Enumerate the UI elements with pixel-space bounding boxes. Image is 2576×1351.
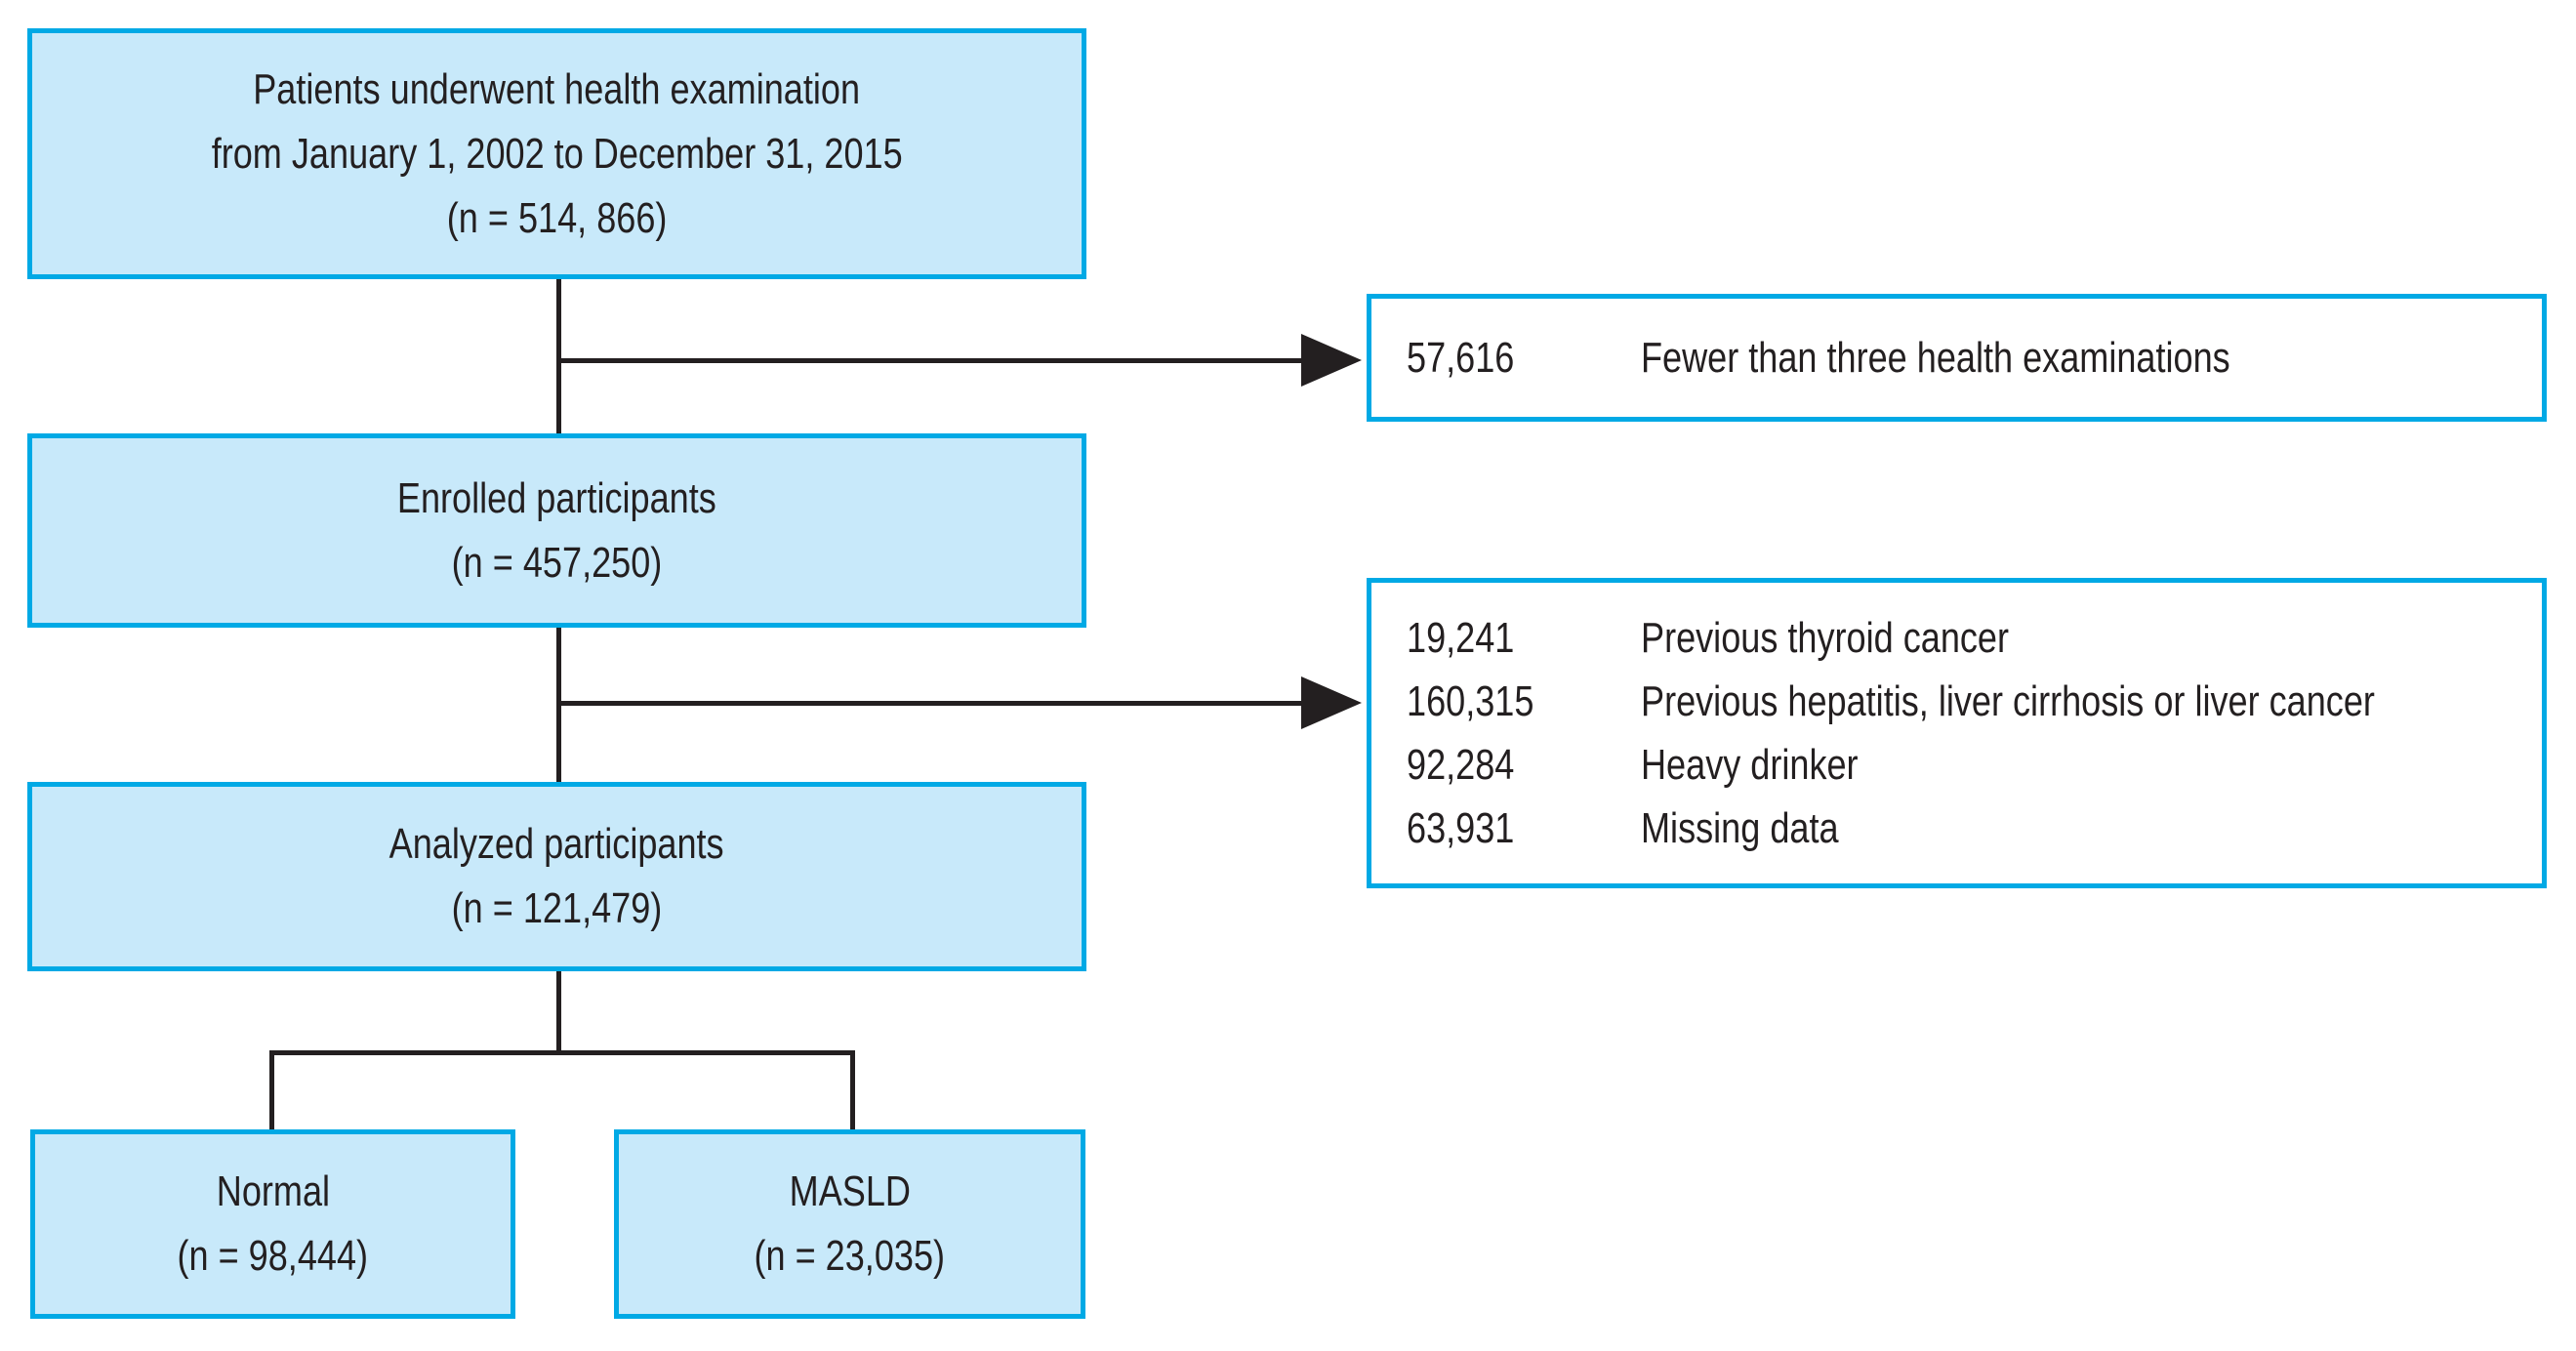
box-enrolled-count: (n = 457,250) xyxy=(451,538,663,587)
exclusion-box-1: 57,616 Fewer than three health examinati… xyxy=(1367,294,2547,422)
exclusion-label: Heavy drinker xyxy=(1641,741,1859,789)
box-normal-line-1: Normal xyxy=(216,1167,330,1215)
exclusion-count: 63,931 xyxy=(1407,804,1515,852)
split-horizontal-line xyxy=(269,1050,855,1055)
arrow-right-icon xyxy=(1301,334,1362,387)
exclusion-count: 19,241 xyxy=(1407,614,1515,662)
connector-patients-to-enrolled xyxy=(556,279,561,433)
box-analyzed-line-1: Analyzed participants xyxy=(389,820,724,868)
exclusion-row: 63,931 Missing data xyxy=(1407,797,2542,860)
exclusion-count: 160,315 xyxy=(1407,677,1534,725)
box-masld-count: (n = 23,035) xyxy=(754,1232,946,1280)
exclusion-row: 160,315 Previous hepatitis, liver cirrho… xyxy=(1407,670,2542,733)
box-masld: MASLD (n = 23,035) xyxy=(614,1129,1085,1319)
box-enrolled: Enrolled participants (n = 457,250) xyxy=(27,433,1086,628)
exclusion-count: 92,284 xyxy=(1407,741,1515,789)
exclusion-row: 57,616 Fewer than three health examinati… xyxy=(1407,326,2542,389)
box-normal-count: (n = 98,444) xyxy=(177,1232,369,1280)
box-patients-line-1: Patients underwent health examination xyxy=(253,64,861,113)
box-patients-line-2: from January 1, 2002 to December 31, 201… xyxy=(211,129,903,178)
box-masld-line-1: MASLD xyxy=(789,1167,911,1215)
box-patients-count: (n = 514, 866) xyxy=(446,193,668,242)
box-analyzed: Analyzed participants (n = 121,479) xyxy=(27,782,1086,971)
exclusion-box-2: 19,241 Previous thyroid cancer 160,315 P… xyxy=(1367,578,2547,888)
box-normal: Normal (n = 98,444) xyxy=(30,1129,515,1319)
box-enrolled-line-1: Enrolled participants xyxy=(397,473,716,522)
box-analyzed-count: (n = 121,479) xyxy=(451,884,663,932)
arrow-right-icon xyxy=(1301,676,1362,729)
exclusion-label: Fewer than three health examinations xyxy=(1641,334,2230,382)
exclusion-label: Missing data xyxy=(1641,804,1839,852)
exclusion-label: Previous hepatitis, liver cirrhosis or l… xyxy=(1641,677,2375,725)
exclusion-count: 57,616 xyxy=(1407,334,1515,382)
arrow-to-exclusion-1-shaft xyxy=(558,358,1301,363)
split-stub-masld xyxy=(850,1050,855,1129)
arrow-to-exclusion-2-shaft xyxy=(558,701,1301,706)
box-patients: Patients underwent health examination fr… xyxy=(27,28,1086,279)
exclusion-label: Previous thyroid cancer xyxy=(1641,614,2010,662)
exclusion-row: 92,284 Heavy drinker xyxy=(1407,733,2542,797)
exclusion-row: 19,241 Previous thyroid cancer xyxy=(1407,606,2542,670)
connector-analyzed-to-split xyxy=(556,971,561,1055)
split-stub-normal xyxy=(269,1050,274,1129)
